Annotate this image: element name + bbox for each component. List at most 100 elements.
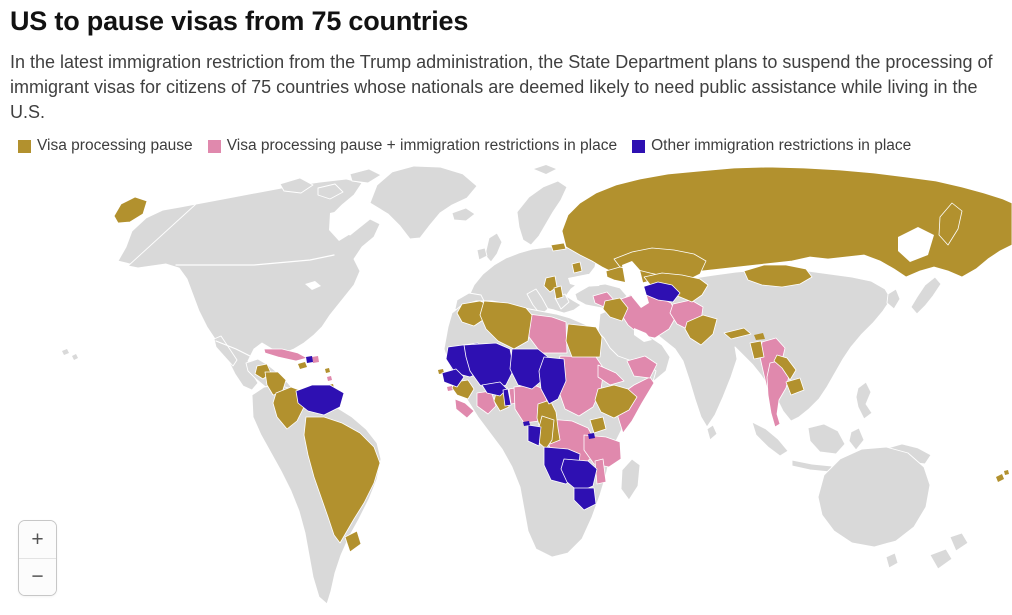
water-black-sea <box>568 274 606 288</box>
map-region-bhutan[interactable] <box>754 333 765 341</box>
world-map[interactable]: + − <box>0 164 1012 614</box>
landmass-sulawesi <box>848 428 865 451</box>
landmass-italy <box>526 289 549 316</box>
map-region-uganda[interactable] <box>589 417 607 434</box>
landmass-hawaii-2 <box>72 354 78 361</box>
map-region-egypt[interactable] <box>565 324 603 358</box>
map-region-antilles-gold-1[interactable] <box>325 368 330 374</box>
map-region-sierra-leone-liberia[interactable] <box>454 399 475 419</box>
border-us-mexico <box>215 340 253 359</box>
map-region-fiji-2[interactable] <box>1004 470 1009 476</box>
map-region-togo[interactable] <box>502 389 512 407</box>
map-region-uruguay[interactable] <box>344 531 362 553</box>
map-region-pakistan[interactable] <box>684 315 718 346</box>
landmass-baja <box>213 336 238 367</box>
water-overlays <box>305 209 934 343</box>
landmass-tasmania <box>885 553 899 569</box>
map-region-dominican-republic[interactable] <box>312 356 319 364</box>
landmass-japan <box>910 277 942 315</box>
zoom-out-button[interactable]: − <box>19 558 56 596</box>
legend-item-pause: Visa processing pause <box>18 137 193 155</box>
legend-label-pause-restrictions: Visa processing pause + immigration rest… <box>226 137 618 155</box>
regions-pause-plus-restrictions <box>263 292 791 485</box>
map-region-iraq[interactable] <box>602 298 629 322</box>
map-region-fiji[interactable] <box>996 474 1004 483</box>
map-region-cuba[interactable] <box>263 349 308 362</box>
water-caspian-sea <box>622 261 649 309</box>
border-us-canada <box>175 254 335 267</box>
map-region-colombia[interactable] <box>272 387 305 430</box>
map-region-algeria[interactable] <box>479 301 533 350</box>
landmass-greenland <box>369 166 478 240</box>
map-region-eritrea[interactable] <box>597 365 625 386</box>
legend-item-pause-restrictions: Visa processing pause + immigration rest… <box>207 137 618 155</box>
landmass-australia <box>817 447 931 548</box>
legend-swatch-other-restrictions <box>632 139 646 153</box>
map-region-niger[interactable] <box>509 349 549 390</box>
landmass-nz-north <box>949 533 969 552</box>
landmass-korea <box>886 289 901 310</box>
map-region-moldova[interactable] <box>571 262 583 274</box>
map-region-haiti[interactable] <box>306 356 313 364</box>
landmass-java <box>791 460 833 473</box>
map-region-russia-kamchatka[interactable] <box>938 203 963 246</box>
legend: Visa processing pause Visa processing pa… <box>10 137 1002 155</box>
landmass-sumatra <box>751 422 789 457</box>
page-subtitle: In the latest immigration restriction fr… <box>10 52 993 122</box>
map-region-cambodia[interactable] <box>785 378 805 396</box>
map-region-burundi[interactable] <box>588 433 595 440</box>
map-region-gabon[interactable] <box>527 425 542 447</box>
map-region-russia-chukotka[interactable] <box>113 197 148 224</box>
legend-item-other-restrictions: Other immigration restrictions in place <box>632 137 911 155</box>
landmass-hawaii-1 <box>62 349 69 356</box>
map-region-albania[interactable] <box>553 286 564 300</box>
map-region-nepal[interactable] <box>723 328 752 340</box>
water-hudson-bay <box>329 209 359 242</box>
world-map-svg[interactable] <box>0 164 1012 613</box>
landmass-arctic-island-3 <box>349 169 382 184</box>
map-region-equatorial-guinea[interactable] <box>523 421 530 427</box>
landmass-arctic-island-2 <box>317 184 344 200</box>
landmass-philippines <box>855 382 873 420</box>
page-title: US to pause visas from 75 countries <box>10 6 469 36</box>
map-zoom-controls: + − <box>18 520 57 597</box>
legend-swatch-pause <box>18 139 31 153</box>
map-region-tanzania[interactable] <box>583 435 622 468</box>
landmass-madagascar <box>620 459 641 501</box>
regions-other-restrictions <box>295 282 681 511</box>
map-region-zimbabwe[interactable] <box>573 488 597 511</box>
map-region-brazil[interactable] <box>303 417 381 544</box>
landmass-arctic-island-1 <box>279 178 314 194</box>
map-region-senegal[interactable] <box>441 369 465 388</box>
map-region-laos[interactable] <box>773 355 797 381</box>
landmass-borneo <box>807 424 846 455</box>
zoom-in-button[interactable]: + <box>19 521 56 559</box>
water-persian-gulf <box>634 328 652 343</box>
map-region-guinea-bissau[interactable] <box>447 386 453 392</box>
legend-swatch-pause-restrictions <box>207 139 221 153</box>
map-region-malawi[interactable] <box>594 459 607 485</box>
map-region-venezuela[interactable] <box>295 385 345 416</box>
landmass-north-america <box>127 179 381 391</box>
map-region-latvia[interactable] <box>550 243 567 252</box>
legend-label-other-restrictions: Other immigration restrictions in place <box>651 137 912 155</box>
map-region-turkmenistan[interactable] <box>641 282 681 303</box>
landmass-sri-lanka <box>706 425 718 441</box>
map-region-chad[interactable] <box>538 357 567 405</box>
map-region-ethiopia[interactable] <box>594 385 638 419</box>
map-region-jamaica[interactable] <box>298 362 307 370</box>
inner-borders <box>175 254 335 359</box>
landmass-iceland <box>451 208 476 222</box>
map-region-mongolia[interactable] <box>743 265 813 288</box>
map-region-antilles-pink[interactable] <box>327 376 332 382</box>
map-region-yemen[interactable] <box>626 356 658 379</box>
map-region-bangladesh[interactable] <box>749 341 765 360</box>
water-great-lakes <box>305 281 321 291</box>
landmass-scandinavia <box>516 181 568 246</box>
water-sea-of-okhotsk <box>898 227 934 263</box>
landmass-nz-south <box>929 549 953 570</box>
landmass-uk <box>484 233 503 263</box>
header: US to pause visas from 75 countries In t… <box>0 0 1012 155</box>
landmass-svalbard <box>534 165 556 175</box>
